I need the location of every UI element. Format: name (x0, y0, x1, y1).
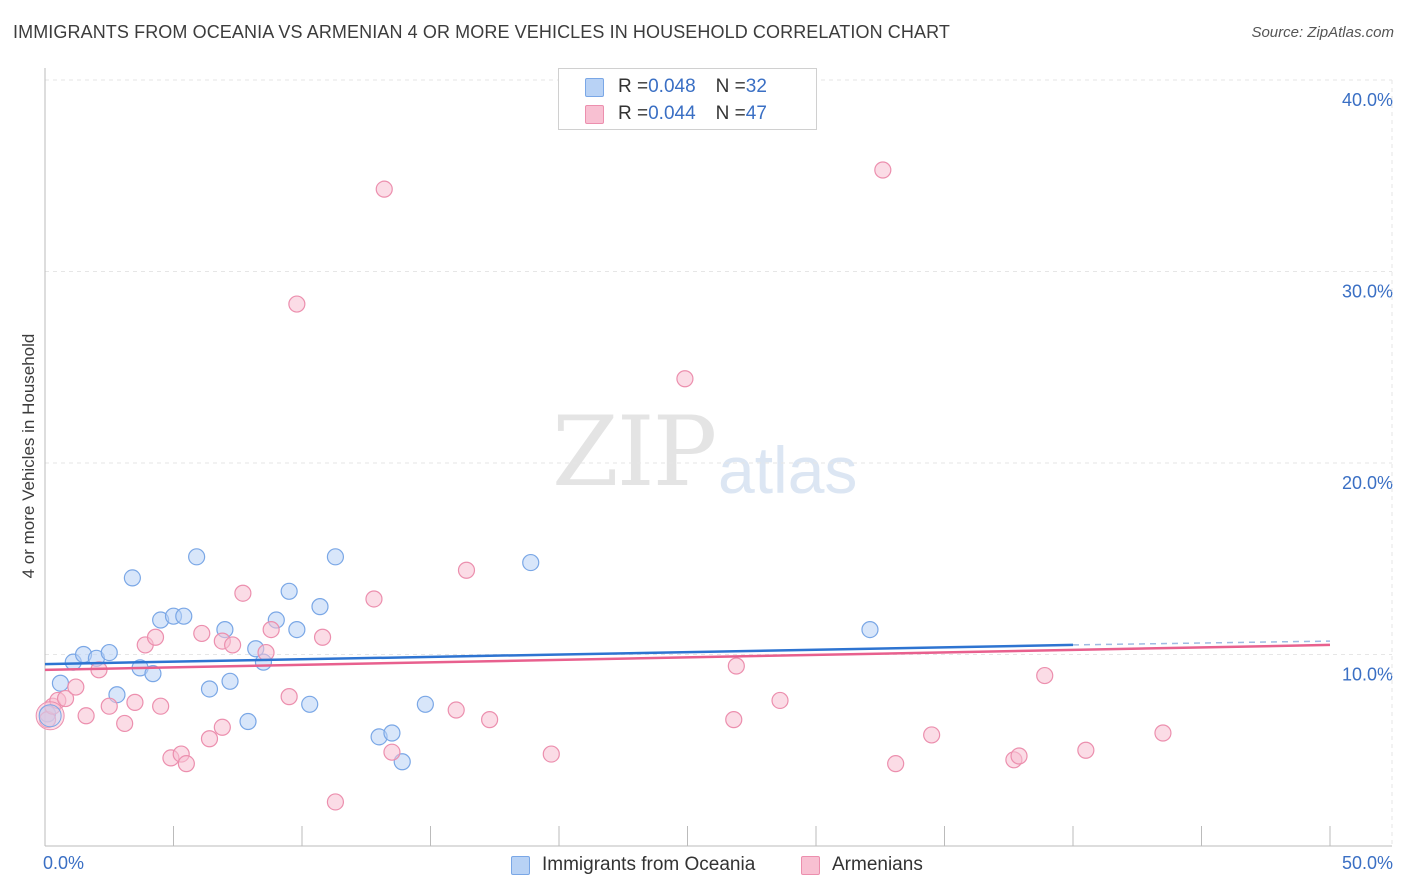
y-tick-label: 10.0% (1342, 665, 1393, 685)
pink-data-point (1077, 741, 1095, 759)
pink-data-point (200, 730, 219, 748)
pink-data-point (1010, 747, 1028, 765)
legend-r-label: R = (618, 76, 649, 97)
pink-data-point (365, 590, 383, 608)
y-tick-label: 40.0% (1342, 90, 1393, 110)
watermark-atlas: atlas (718, 433, 858, 507)
series-label-oceania: Immigrants from Oceania (542, 854, 756, 875)
pink-data-point (887, 755, 905, 773)
pink-data-point (725, 711, 743, 729)
series-swatch-pink (801, 855, 820, 875)
blue-data-point (175, 607, 193, 625)
legend-swatch-blue (585, 77, 604, 97)
legend-r-label: R = (618, 103, 649, 124)
pink-data-point (727, 657, 745, 675)
blue-data-point (221, 672, 239, 690)
pink-data-point (152, 697, 170, 715)
blue-data-point (100, 643, 118, 662)
armenians-trend-line (44, 643, 1331, 672)
series-legend-oceania[interactable]: Immigrants from Oceania (511, 852, 755, 878)
pink-data-point (100, 697, 118, 715)
pink-data-point (193, 624, 211, 643)
blue-data-point (288, 621, 306, 639)
pink-data-point (542, 745, 560, 763)
pink-data-point (67, 678, 85, 696)
legend-swatch-pink (585, 104, 604, 124)
y-tick-label: 20.0% (1342, 473, 1393, 493)
pink-data-point (481, 711, 499, 729)
blue-data-point (51, 674, 70, 692)
pink-data-point (262, 621, 280, 639)
blue-data-point (123, 569, 141, 587)
pink-data-point (874, 161, 892, 179)
pink-data-point (923, 726, 941, 744)
blue-data-point (522, 553, 540, 572)
blue-data-point (416, 695, 434, 713)
pink-data-point (224, 636, 242, 654)
oceania-trend-extension (1072, 640, 1331, 646)
blue-data-point (326, 548, 345, 566)
series-swatch-blue (511, 855, 530, 875)
pink-data-point (146, 628, 165, 646)
pink-data-point (326, 793, 345, 811)
blue-data-point (188, 548, 206, 566)
pink-data-point (457, 561, 476, 579)
y-tick-label: 30.0% (1342, 282, 1393, 302)
pink-data-point (1036, 666, 1054, 685)
blue-data-point (861, 621, 879, 639)
blue-data-point (311, 598, 329, 616)
pink-data-point (126, 693, 144, 711)
source-credit: Source: ZipAtlas.com (1251, 24, 1394, 41)
chart-title: IMMIGRANTS FROM OCEANIA VS ARMENIAN 4 OR… (13, 22, 950, 42)
correlation-legend: R = 0.048 N = 32 R = 0.044 N = 47 (558, 68, 817, 130)
blue-data-point (239, 712, 257, 731)
series-label-armenians: Armenians (832, 854, 923, 875)
pink-data-point (375, 180, 393, 198)
legend-n-label: N = (715, 103, 746, 124)
blue-data-point (383, 724, 401, 742)
x-tick-label: 50.0% (1342, 853, 1393, 873)
pink-data-point (56, 689, 75, 708)
pink-data-point (676, 370, 694, 388)
legend-row-oceania: R = 0.048 N = 32 (585, 74, 767, 100)
legend-n-value: 47 (745, 103, 767, 124)
x-tick-label: 0.0% (43, 853, 84, 873)
series-legend-armenians[interactable]: Armenians (801, 852, 923, 878)
pink-cluster-point (35, 701, 65, 731)
legend-r-value: 0.048 (648, 76, 696, 97)
blue-data-point (144, 665, 162, 683)
pink-data-point (257, 643, 275, 662)
pink-data-point (771, 691, 789, 710)
pink-data-point (280, 688, 298, 706)
legend-n-value: 32 (745, 76, 767, 97)
pink-data-point (383, 743, 401, 761)
pink-data-point (288, 295, 306, 313)
watermark-zip: ZIP (552, 396, 717, 508)
pink-data-point (313, 628, 332, 646)
pink-data-point (1154, 724, 1172, 742)
pink-data-point (213, 718, 231, 736)
legend-r-value: 0.044 (648, 103, 696, 124)
legend-row-armenians: R = 0.044 N = 47 (585, 101, 767, 127)
blue-data-point (301, 695, 319, 713)
pink-data-point (177, 755, 195, 773)
legend-n-label: N = (715, 76, 746, 97)
pink-data-point (116, 714, 134, 733)
blue-data-point (200, 680, 219, 698)
blue-data-point (280, 582, 298, 600)
oceania-trend-line (44, 643, 1074, 666)
pink-data-point (234, 584, 252, 602)
pink-data-point (447, 701, 465, 719)
blue-cluster-point (38, 704, 62, 728)
pink-data-point (77, 707, 95, 725)
